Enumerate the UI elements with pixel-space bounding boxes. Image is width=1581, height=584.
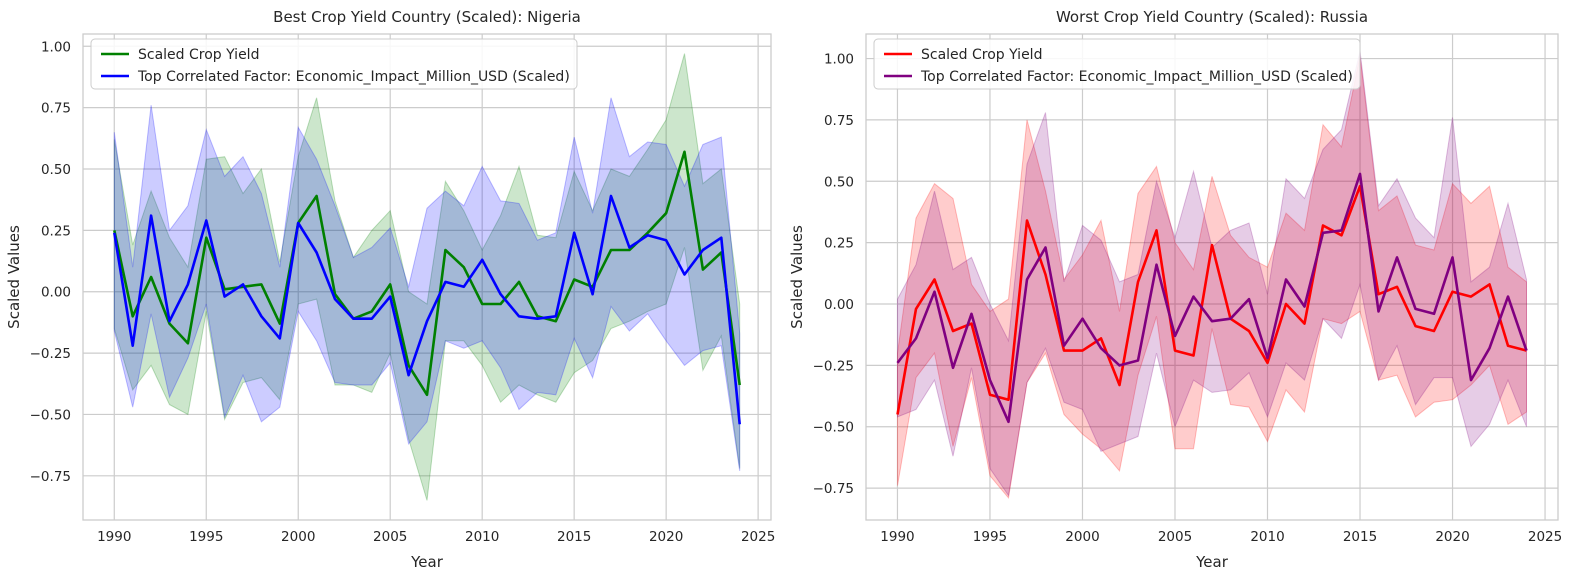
x-tick-label: 2000 — [1065, 529, 1099, 545]
confidence-band — [897, 51, 1527, 497]
x-tick-label: 2000 — [281, 529, 315, 545]
x-tick-label: 2025 — [741, 529, 775, 545]
x-tick-label: 2015 — [1343, 529, 1377, 545]
confidence-band — [897, 56, 1527, 500]
confidence-band — [113, 53, 741, 501]
x-tick-label: 1990 — [97, 529, 131, 545]
x-tick-label: 1990 — [880, 529, 914, 545]
chart-panel-russia: 1990 1995 2000 2005 2010 2015 2020 2025 −0.75−0… — [788, 8, 1562, 571]
legend: Scaled Crop Yield Top Correlated Factor:… — [90, 38, 578, 90]
x-tick-labels: 1990 1995 2000 2005 2010 2015 2020 2025 — [880, 529, 1562, 545]
x-tick-label: 1995 — [973, 529, 1007, 545]
confidence-bands — [897, 51, 1527, 500]
chart-title: Best Crop Yield Country (Scaled): Nigeri… — [273, 8, 581, 26]
y-tick-labels: −0.75 −0.50 −0.25 0.00 0.25 0.50 0.75 1.00 — [30, 39, 71, 485]
series-lines — [113, 150, 741, 425]
chart-title: Worst Crop Yield Country (Scaled): Russi… — [1056, 8, 1368, 26]
y-tick-label: −0.50 — [813, 420, 854, 436]
x-axis-label: Year — [1195, 553, 1229, 571]
plot-frame — [865, 33, 1559, 521]
x-tick-label: 2020 — [649, 529, 683, 545]
y-tick-label: −0.25 — [30, 346, 71, 362]
y-tick-label: 0.75 — [824, 113, 854, 129]
legend-label: Scaled Crop Yield — [921, 47, 1042, 63]
plot-area — [83, 34, 771, 520]
y-tick-label: 0.75 — [41, 101, 71, 117]
series-line — [113, 194, 741, 425]
y-tick-label: 1.00 — [824, 52, 854, 68]
legend-label: Top Correlated Factor: Economic_Impact_M… — [137, 69, 570, 85]
confidence-bands — [113, 53, 741, 501]
series-lines — [896, 172, 1528, 424]
y-tick-label: 0.25 — [824, 236, 854, 252]
y-axis-label: Scaled Values — [5, 225, 23, 329]
series-line — [896, 172, 1528, 424]
legend: Scaled Crop Yield Top Correlated Factor:… — [873, 38, 1361, 90]
plot-area — [866, 34, 1558, 520]
x-tick-labels: 1990 1995 2000 2005 2010 2015 2020 2025 — [97, 529, 775, 545]
x-axis-label: Year — [410, 553, 444, 571]
gridlines — [866, 34, 1558, 520]
confidence-band — [113, 97, 741, 471]
gridlines — [83, 34, 771, 520]
y-tick-label: 0.25 — [41, 223, 71, 239]
y-tick-labels: −0.75 −0.50 −0.25 0.00 0.25 0.50 0.75 1.00 — [813, 52, 854, 498]
legend-box — [873, 38, 1361, 90]
x-tick-label: 1995 — [189, 529, 223, 545]
y-tick-label: −0.75 — [30, 469, 71, 485]
series-line — [896, 184, 1527, 415]
x-tick-label: 2010 — [1250, 529, 1284, 545]
chart-panel-nigeria: 1990 1995 2000 2005 2010 2015 2020 2025 −0.75−0… — [5, 8, 775, 571]
y-tick-label: 0.00 — [824, 297, 854, 313]
y-axis-label: Scaled Values — [788, 225, 806, 329]
y-tick-label: −0.25 — [813, 358, 854, 374]
y-tick-label: 1.00 — [41, 39, 71, 55]
x-tick-label: 2005 — [1158, 529, 1192, 545]
x-tick-label: 2015 — [557, 529, 591, 545]
x-tick-label: 2020 — [1435, 529, 1469, 545]
x-tick-label: 2005 — [373, 529, 407, 545]
y-tick-label: −0.50 — [30, 407, 71, 423]
plot-frame — [82, 33, 772, 521]
x-tick-label: 2010 — [465, 529, 499, 545]
y-tick-label: 0.00 — [41, 285, 71, 301]
legend-box — [90, 38, 578, 90]
y-tick-label: 0.50 — [824, 174, 854, 190]
x-tick-label: 2025 — [1528, 529, 1562, 545]
y-tick-label: −0.75 — [813, 481, 854, 497]
legend-label: Top Correlated Factor: Economic_Impact_M… — [920, 69, 1353, 85]
y-tick-label: 0.50 — [41, 162, 71, 178]
legend-label: Scaled Crop Yield — [138, 47, 259, 63]
